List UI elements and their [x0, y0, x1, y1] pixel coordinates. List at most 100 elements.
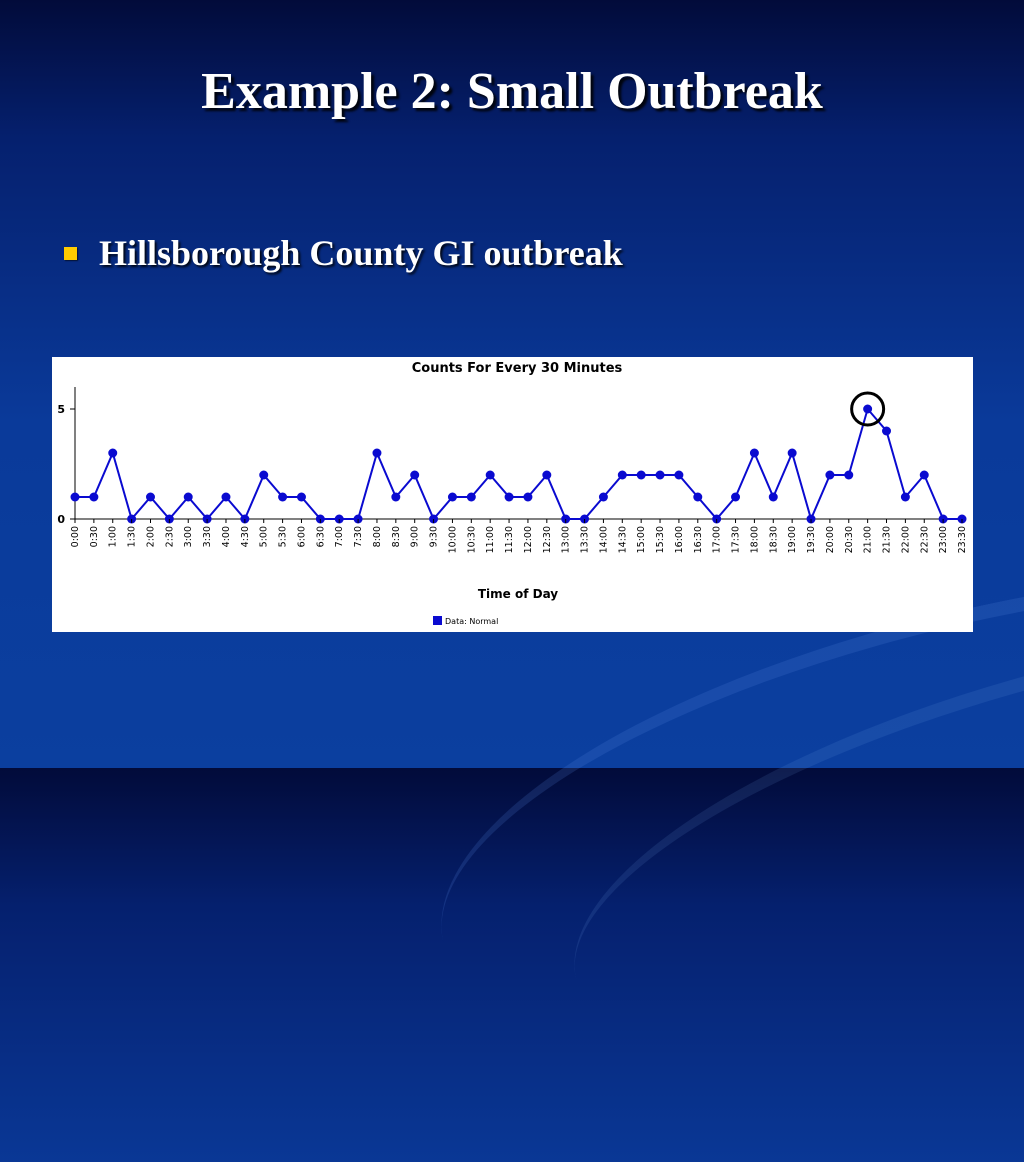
x-tick-label: 13:00	[561, 526, 572, 553]
data-point	[259, 470, 269, 480]
data-point	[919, 470, 929, 480]
x-tick-label: 6:00	[296, 526, 307, 547]
axes: 05	[57, 387, 966, 526]
x-tick-label: 1:00	[108, 526, 119, 547]
data-point	[674, 470, 684, 480]
data-point	[278, 492, 288, 502]
x-tick-label: 15:30	[655, 526, 666, 553]
x-tick-label: 13:30	[580, 526, 591, 553]
x-tick-label: 2:00	[145, 526, 156, 547]
data-point	[410, 470, 420, 480]
data-point	[655, 470, 665, 480]
highlight-circle	[850, 391, 886, 427]
x-tick-label: 3:30	[202, 526, 213, 547]
x-tick-label: 20:30	[844, 526, 855, 553]
data-point	[749, 448, 759, 458]
x-tick-label: 5:30	[278, 526, 289, 547]
data-point	[183, 492, 193, 502]
x-tick-label: 3:00	[183, 526, 194, 547]
x-tick-label: 0:30	[89, 526, 100, 547]
data-point	[768, 492, 778, 502]
x-tick-label: 10:30	[466, 526, 477, 553]
data-point	[447, 492, 457, 502]
x-tick-label: 12:30	[542, 526, 553, 553]
x-tick-label: 11:00	[485, 526, 496, 553]
legend-swatch	[433, 616, 442, 625]
data-point	[523, 492, 533, 502]
x-tick-label: 21:30	[882, 526, 893, 553]
legend-label: Data: Normal	[445, 617, 498, 626]
data-point	[844, 470, 854, 480]
x-tick-label: 17:00	[712, 526, 723, 553]
data-point	[466, 492, 476, 502]
x-tick-label: 4:30	[240, 526, 251, 547]
x-tick-label: 12:00	[523, 526, 534, 553]
bullet-text: Hillsborough County GI outbreak	[99, 233, 623, 273]
x-tick-label: 7:00	[334, 526, 345, 547]
x-tick-label: 23:30	[957, 526, 968, 553]
data-point	[598, 492, 608, 502]
x-tick-label: 20:00	[825, 526, 836, 553]
data-point	[391, 492, 401, 502]
data-point	[787, 448, 797, 458]
data-point	[89, 492, 99, 502]
x-tick-label: 16:30	[693, 526, 704, 553]
x-tick-label: 22:30	[919, 526, 930, 553]
data-point	[221, 492, 231, 502]
x-tick-label: 8:00	[372, 526, 383, 547]
x-tick-label: 5:00	[259, 526, 270, 547]
series-data-normal	[70, 404, 967, 524]
x-tick-label: 9:00	[410, 526, 421, 547]
x-tick-label: 7:30	[353, 526, 364, 547]
data-point	[636, 470, 646, 480]
data-point	[108, 448, 118, 458]
x-tick-label: 6:30	[315, 526, 326, 547]
x-tick-label: 18:00	[749, 526, 760, 553]
x-tick-labels: 0:00 0:30 1:00 1:30 2:00 2:30 3:00 3:30 4:00 4:30…	[70, 519, 968, 553]
data-point	[70, 492, 80, 502]
slide-title: Example 2: Small Outbreak	[201, 63, 823, 120]
x-tick-label: 19:00	[787, 526, 798, 553]
data-point	[485, 470, 495, 480]
x-tick-label: 0:00	[70, 526, 81, 547]
bullet-square-icon	[64, 246, 77, 260]
data-point	[863, 404, 873, 414]
x-tick-label: 16:00	[674, 526, 685, 553]
x-tick-label: 23:00	[938, 526, 949, 553]
data-point	[825, 470, 835, 480]
x-tick-label: 18:30	[768, 526, 779, 553]
x-tick-label: 22:00	[900, 526, 911, 553]
x-tick-label: 10:00	[447, 526, 458, 553]
x-tick-label: 15:00	[636, 526, 647, 553]
chart-panel: Counts For Every 30 Minutes Time of Day …	[52, 357, 973, 632]
chart-title: Counts For Every 30 Minutes	[412, 361, 623, 376]
series-line	[75, 406, 962, 522]
x-tick-label: 8:30	[391, 526, 402, 547]
annotations	[850, 391, 886, 427]
data-point	[882, 426, 892, 436]
x-tick-label: 11:30	[504, 526, 515, 553]
bullet-item: Hillsborough County GI outbreak	[64, 232, 623, 274]
x-tick-label: 1:30	[127, 526, 138, 547]
data-point	[900, 492, 910, 502]
x-tick-label: 2:30	[164, 526, 175, 547]
x-tick-label: 9:30	[429, 526, 440, 547]
x-tick-label: 19:30	[806, 526, 817, 553]
data-point	[145, 492, 155, 502]
x-tick-label: 17:30	[731, 526, 742, 553]
x-tick-label: 14:30	[617, 526, 628, 553]
data-point	[504, 492, 514, 502]
x-tick-label: 14:00	[598, 526, 609, 553]
legend: Data: Normal	[433, 616, 498, 626]
data-point	[731, 492, 741, 502]
y-tick-label: 5	[57, 403, 65, 416]
x-tick-label: 4:00	[221, 526, 232, 547]
data-point	[542, 470, 552, 480]
data-point	[693, 492, 703, 502]
x-tick-label: 21:00	[863, 526, 874, 553]
data-point	[296, 492, 306, 502]
data-point	[617, 470, 627, 480]
y-tick-label: 0	[57, 513, 65, 526]
x-axis-label: Time of Day	[478, 587, 558, 601]
data-point	[372, 448, 382, 458]
